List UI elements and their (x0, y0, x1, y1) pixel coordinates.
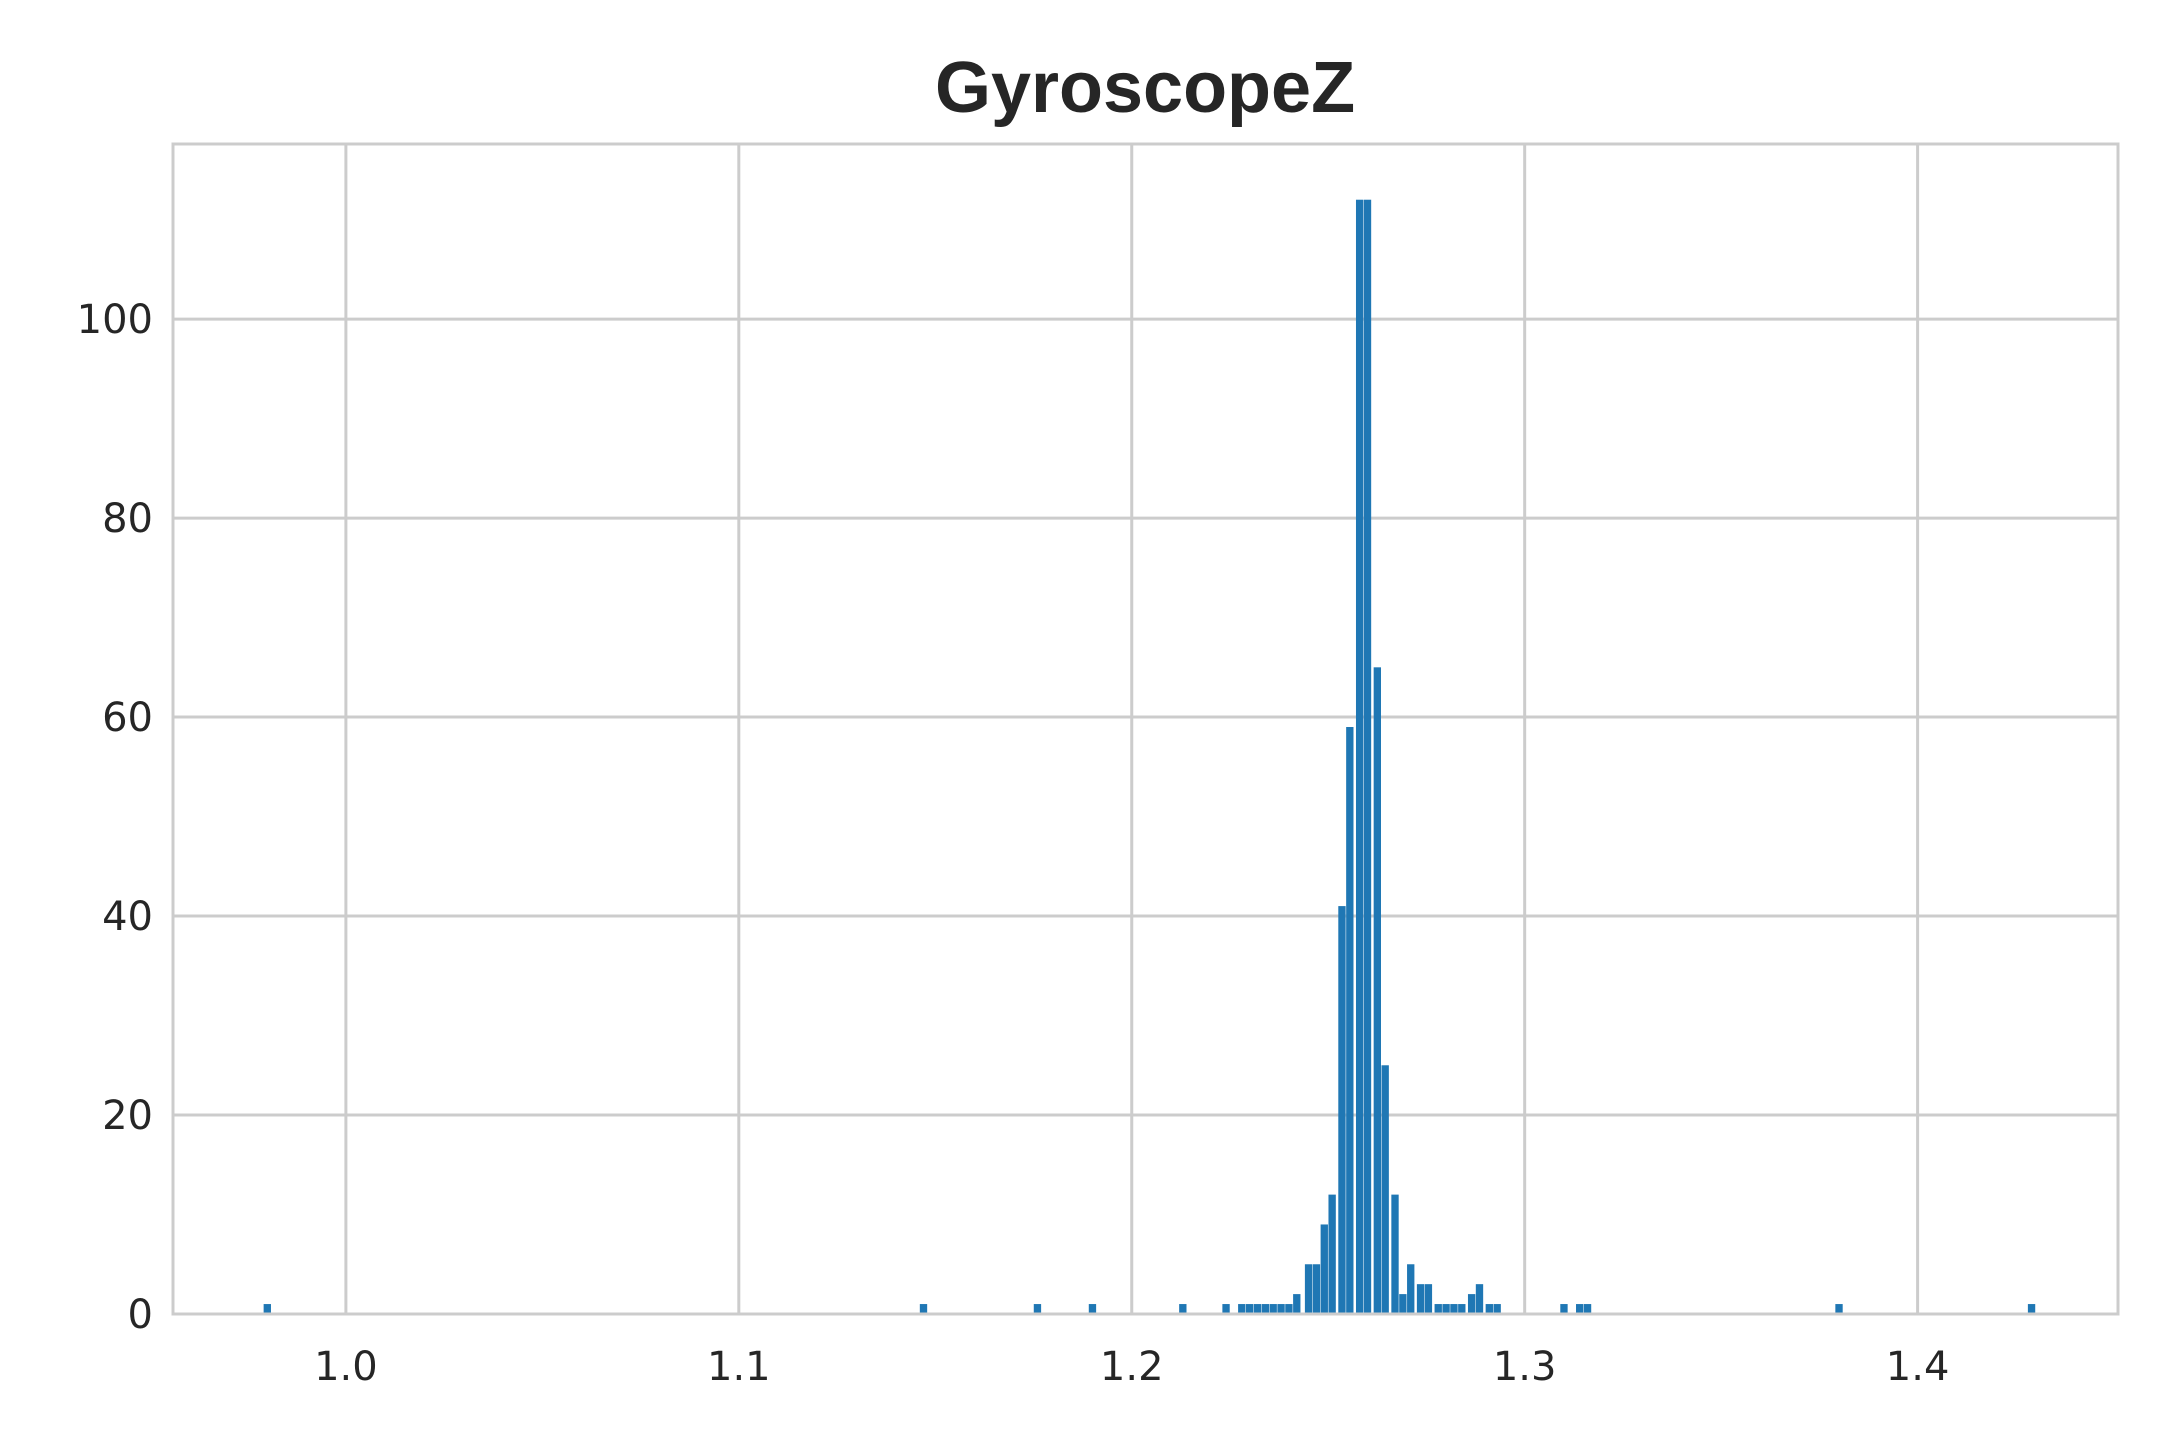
x-tick-label: 1.3 (1493, 1344, 1557, 1390)
histogram-bar (1493, 1304, 1501, 1314)
y-tick-label: 20 (102, 1093, 153, 1139)
histogram-bar (2027, 1304, 2036, 1314)
y-tick-label: 40 (102, 894, 153, 940)
plot-frame (171, 142, 2120, 1316)
histogram-bar (1560, 1304, 1568, 1314)
histogram-bar (1475, 1284, 1484, 1314)
histogram-bar (1355, 199, 1364, 1315)
histogram-bar (1253, 1304, 1262, 1314)
histogram-bar (1222, 1304, 1230, 1314)
histogram-bar (1338, 906, 1346, 1314)
x-tick-label: 1.4 (1886, 1344, 1950, 1390)
histogram-bar (1363, 199, 1372, 1315)
histogram-bar (1583, 1304, 1592, 1314)
x-axis-ticks: 1.0 1.1 1.2 1.3 1.4 (314, 1344, 1949, 1390)
histogram-bar (1312, 1264, 1321, 1314)
histogram-bar (1269, 1304, 1277, 1314)
histogram-bar (1346, 727, 1354, 1314)
histogram-bar (263, 1304, 271, 1314)
histogram-bar (1835, 1304, 1843, 1314)
y-tick-label: 60 (102, 695, 153, 741)
histogram-bar (1424, 1284, 1433, 1314)
x-tick-label: 1.1 (707, 1344, 771, 1390)
histogram-bar (1320, 1224, 1328, 1314)
histogram-bar (1485, 1304, 1493, 1314)
x-tick-label: 1.0 (314, 1344, 378, 1390)
histogram-bar (1304, 1264, 1313, 1314)
y-tick-label: 100 (77, 297, 153, 343)
histogram-bar (919, 1304, 928, 1314)
histogram-bar (1407, 1264, 1415, 1314)
histogram-bar (1033, 1304, 1042, 1314)
histogram-bar (1261, 1304, 1270, 1314)
histogram-bar (1576, 1304, 1584, 1314)
histogram-bar (1391, 1194, 1399, 1314)
histogram-bar (1088, 1304, 1097, 1314)
bars-layer (263, 199, 2036, 1315)
histogram-bar (1458, 1304, 1466, 1314)
histogram-bar (1277, 1304, 1285, 1314)
histogram-bar (1416, 1284, 1425, 1314)
histogram-bar (1450, 1304, 1458, 1314)
histogram-bar (1245, 1304, 1254, 1314)
histogram-bar (1179, 1304, 1187, 1314)
histogram-bar (1285, 1304, 1293, 1314)
y-axis-ticks: 0 20 40 60 80 100 (77, 297, 153, 1338)
x-tick-label: 1.2 (1100, 1344, 1164, 1390)
histogram-bar (1467, 1294, 1476, 1314)
histogram-bar (1399, 1294, 1407, 1314)
histogram-bar (1328, 1194, 1336, 1314)
chart-title: GyroscopeZ (935, 48, 1355, 128)
histogram-bar (1373, 667, 1381, 1314)
y-tick-label: 0 (128, 1292, 153, 1338)
grid-layer (173, 144, 2118, 1316)
y-tick-label: 80 (102, 496, 153, 542)
histogram-bar (1442, 1304, 1450, 1314)
histogram-bar (1293, 1294, 1301, 1314)
histogram-bar (1238, 1304, 1246, 1314)
histogram-bar (1381, 1065, 1389, 1314)
histogram-bar (1434, 1304, 1442, 1314)
